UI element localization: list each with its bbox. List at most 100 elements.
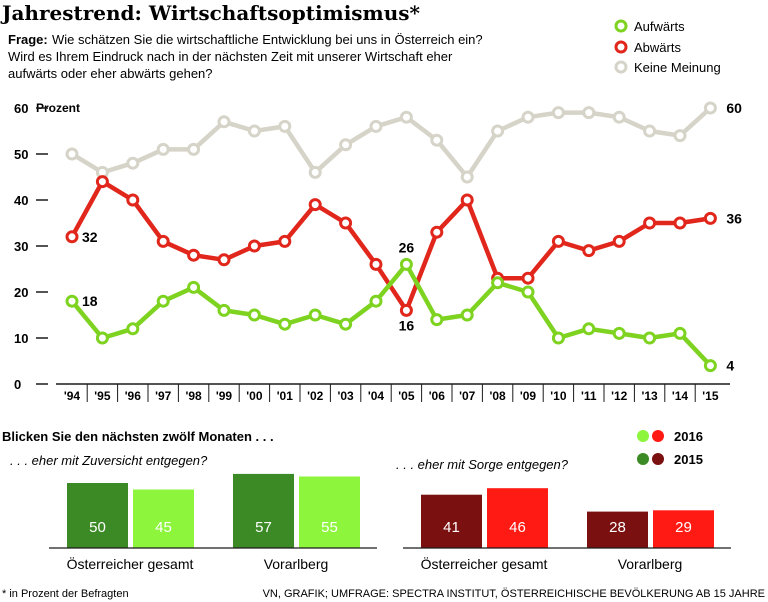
bar-value-label: 45 xyxy=(155,519,172,536)
data-point-none xyxy=(339,138,353,152)
bar-group-subtitle-optimism: . . . eher mit Zuversicht entgegen? xyxy=(10,453,208,468)
x-tick-label: '02 xyxy=(307,389,324,403)
y-tick-label: 60 xyxy=(14,101,28,116)
data-labels: 18 32 26 16 60 36 4 xyxy=(82,100,742,374)
data-point-none xyxy=(703,101,717,115)
bar-2016 xyxy=(299,476,360,548)
page-title: Jahrestrend: Wirtschaftsoptimismus* xyxy=(0,1,421,25)
data-point-up xyxy=(703,359,717,373)
data-point-up xyxy=(217,303,231,317)
data-point-none xyxy=(156,142,170,156)
x-tick-label: '95 xyxy=(94,389,111,403)
data-point-up xyxy=(65,294,79,308)
data-label-none: 60 xyxy=(726,100,742,116)
data-point-up xyxy=(521,285,535,299)
x-tick-label: '09 xyxy=(520,389,537,403)
series-none xyxy=(65,101,717,184)
data-point-down xyxy=(126,193,140,207)
data-point-up xyxy=(95,331,109,345)
data-point-none xyxy=(126,156,140,170)
x-tick-label: '15 xyxy=(702,389,719,403)
series-line-down xyxy=(70,179,711,313)
data-point-none xyxy=(521,110,535,124)
series-down xyxy=(65,175,717,317)
bar-2016 xyxy=(133,489,194,548)
bar-category-label: Österreicher gesamt xyxy=(67,555,194,572)
bar-category-label: Vorarlberg xyxy=(618,556,683,572)
legend-marker-none xyxy=(614,60,628,74)
bar-section-title: Blicken Sie den nächsten zwölf Monaten .… xyxy=(2,429,274,444)
x-tick-label: '01 xyxy=(277,389,294,403)
x-tick-label: '11 xyxy=(581,389,597,403)
x-tick-label: '00 xyxy=(246,389,263,403)
series-up xyxy=(65,257,717,373)
data-point-up xyxy=(187,280,201,294)
series-line-none xyxy=(70,106,712,180)
data-point-up xyxy=(339,317,353,331)
legend-label-up: Aufwärts xyxy=(634,19,685,34)
question-line-2: Wird es Ihrem Eindruck nach in der nächs… xyxy=(8,49,453,64)
data-point-down xyxy=(551,234,565,248)
series-line-up xyxy=(70,262,713,368)
y-axis: 0 10 20 30 40 50 60 xyxy=(14,101,28,392)
footnote: * in Prozent der Befragten xyxy=(2,588,129,600)
data-point-down xyxy=(521,271,535,285)
legend-2015-green xyxy=(637,453,649,465)
bar-value-label: 46 xyxy=(509,519,526,536)
bar-value-label: 41 xyxy=(443,519,460,536)
legend-marker-up xyxy=(614,19,628,33)
x-tick-label: '04 xyxy=(368,389,385,403)
line-legend: Aufwärts Abwärts Keine Meinung xyxy=(614,19,721,75)
legend-2015-red xyxy=(652,453,664,465)
bar-value-label: 50 xyxy=(89,519,106,536)
data-point-down xyxy=(95,175,109,189)
bar-2015 xyxy=(67,483,128,548)
line-chart: 0 10 20 30 40 50 60 Prozent '94 '95 '96 '97 '98 '99… xyxy=(14,100,742,403)
data-point-none xyxy=(65,147,79,161)
data-point-none xyxy=(369,119,383,133)
bar-category-label: Vorarlberg xyxy=(264,556,329,572)
question-line-3: aufwärts oder eher abwärts gehen? xyxy=(8,66,213,81)
data-point-none xyxy=(399,110,413,124)
x-tick-label: '99 xyxy=(216,389,233,403)
data-label-down: 36 xyxy=(726,210,742,226)
data-point-none xyxy=(278,119,292,133)
bar-2015 xyxy=(587,511,648,548)
data-label-up: 18 xyxy=(82,293,98,309)
bar-group-red: 41 46 Österreicher gesamt 28 29 Vorarlberg xyxy=(403,488,731,572)
bar-value-label: 55 xyxy=(321,519,338,536)
data-point-down xyxy=(582,244,596,258)
data-point-down xyxy=(308,198,322,212)
data-point-up xyxy=(369,294,383,308)
data-point-up xyxy=(399,257,413,271)
data-point-none xyxy=(247,124,261,138)
bar-2016 xyxy=(653,510,714,548)
bar-2015 xyxy=(233,473,294,548)
question-label: Frage: xyxy=(8,32,48,47)
bar-group-subtitle-worry: . . . eher mit Sorge entgegen? xyxy=(396,457,569,472)
x-tick-label: '14 xyxy=(672,389,689,403)
x-tick-label: '03 xyxy=(337,389,354,403)
x-tick-label: '12 xyxy=(611,389,628,403)
data-point-none xyxy=(308,165,322,179)
data-point-up xyxy=(612,326,626,340)
data-point-none xyxy=(643,124,657,138)
bar-group-green: 50 45 Österreicher gesamt 57 55 Vorarlberg xyxy=(49,473,377,572)
data-point-down xyxy=(460,193,474,207)
data-point-up xyxy=(673,326,687,340)
data-label-down: 32 xyxy=(82,229,98,245)
legend-2016-green xyxy=(637,430,649,442)
bar-2015 xyxy=(421,494,482,548)
x-tick-label: '13 xyxy=(641,389,658,403)
data-label-up: 4 xyxy=(726,358,734,374)
data-point-up xyxy=(247,308,261,322)
bar-2016 xyxy=(487,488,548,548)
x-tick-label: '96 xyxy=(125,389,142,403)
legend-2016-label: 2016 xyxy=(674,429,703,444)
gridlines xyxy=(36,107,48,385)
data-point-none xyxy=(582,106,596,120)
data-point-down xyxy=(247,239,261,253)
y-axis-label: Prozent xyxy=(36,101,80,115)
bar-value-label: 29 xyxy=(675,519,692,536)
